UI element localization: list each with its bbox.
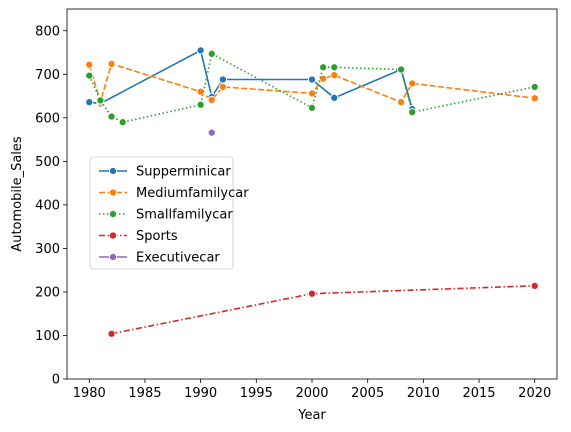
y-tick-label: 100 <box>35 329 60 344</box>
series-executivecar <box>207 128 216 137</box>
data-point <box>319 63 328 72</box>
y-tick-label: 600 <box>35 111 60 126</box>
y-tick-label: 800 <box>35 24 60 39</box>
series-smallfamilycar <box>85 49 539 127</box>
x-tick-label: 2005 <box>351 386 384 401</box>
x-tick-label: 1985 <box>128 386 161 401</box>
data-point <box>107 329 116 338</box>
data-point <box>218 75 227 84</box>
legend-item: Supperminicar <box>99 165 231 180</box>
data-point <box>408 108 417 117</box>
x-tick-label: 2010 <box>407 386 440 401</box>
series-sports <box>107 281 539 338</box>
data-point <box>530 281 539 290</box>
series-supperminicar <box>85 46 417 114</box>
data-point <box>330 63 339 72</box>
data-point <box>218 82 227 91</box>
y-tick-label: 500 <box>35 155 60 170</box>
y-tick-label: 300 <box>35 242 60 257</box>
plot-layer <box>85 46 539 338</box>
data-point <box>85 60 94 69</box>
x-tick-label: 2015 <box>462 386 495 401</box>
legend-marker <box>108 231 118 240</box>
data-point <box>107 112 116 121</box>
data-point <box>85 71 94 80</box>
data-point <box>207 95 216 105</box>
data-point <box>307 103 317 112</box>
x-tick-label: 1995 <box>240 386 273 401</box>
legend-marker <box>108 166 118 176</box>
x-tick-label: 2020 <box>518 386 551 401</box>
legend: Supperminicar Mediumfamilycar Smallfamilyc… <box>89 156 249 270</box>
data-point <box>408 79 417 88</box>
data-point <box>118 118 127 127</box>
data-point <box>319 74 328 83</box>
y-tick-label: 400 <box>35 198 60 213</box>
x-tick-label: 1980 <box>73 386 106 401</box>
legend-item: Sports <box>99 229 178 244</box>
data-point <box>530 94 539 103</box>
y-axis-label: Automobile_Sales <box>10 136 25 252</box>
y-tick-label: 0 <box>52 373 60 388</box>
x-tick-label: 1990 <box>184 386 217 401</box>
series-mediumfamilycar <box>85 59 539 107</box>
legend-item: Smallfamilycar <box>99 208 233 223</box>
data-point <box>196 100 205 109</box>
data-point <box>530 82 539 91</box>
data-point <box>85 98 94 107</box>
legend-box <box>89 156 234 270</box>
series-line <box>89 49 413 110</box>
data-point <box>330 71 339 80</box>
data-point <box>330 93 339 102</box>
legend-label: Smallfamilycar <box>136 208 233 223</box>
y-tick-label: 700 <box>35 68 60 83</box>
data-point <box>307 75 317 84</box>
y-tick-label: 200 <box>35 285 60 300</box>
data-point <box>307 89 317 98</box>
series-line <box>111 285 535 335</box>
data-point <box>207 128 216 137</box>
legend-marker <box>108 188 118 197</box>
legend-marker <box>108 209 118 219</box>
x-axis: 1980 1985 1990 1995 2000 2005 2010 2015 2020 <box>73 379 551 401</box>
data-point <box>196 46 205 55</box>
x-axis-label: Year <box>297 408 326 423</box>
legend-item: Executivecar <box>99 251 220 266</box>
y-axis: 0 100 200 300 400 500 600 700 800 <box>35 24 67 388</box>
legend-marker <box>108 252 118 262</box>
data-point <box>96 96 105 105</box>
x-tick-label: 2000 <box>295 386 328 401</box>
legend-label: Supperminicar <box>136 165 231 180</box>
legend-label: Executivecar <box>136 251 220 266</box>
legend-label: Mediumfamilycar <box>136 186 249 201</box>
data-point <box>307 289 317 298</box>
series-line <box>88 62 535 105</box>
series-line <box>88 52 535 124</box>
data-point <box>397 98 406 107</box>
legend-item: Mediumfamilycar <box>99 186 249 201</box>
data-point <box>107 59 116 68</box>
data-point <box>397 65 406 74</box>
legend-label: Sports <box>136 229 178 244</box>
data-point <box>207 49 216 58</box>
